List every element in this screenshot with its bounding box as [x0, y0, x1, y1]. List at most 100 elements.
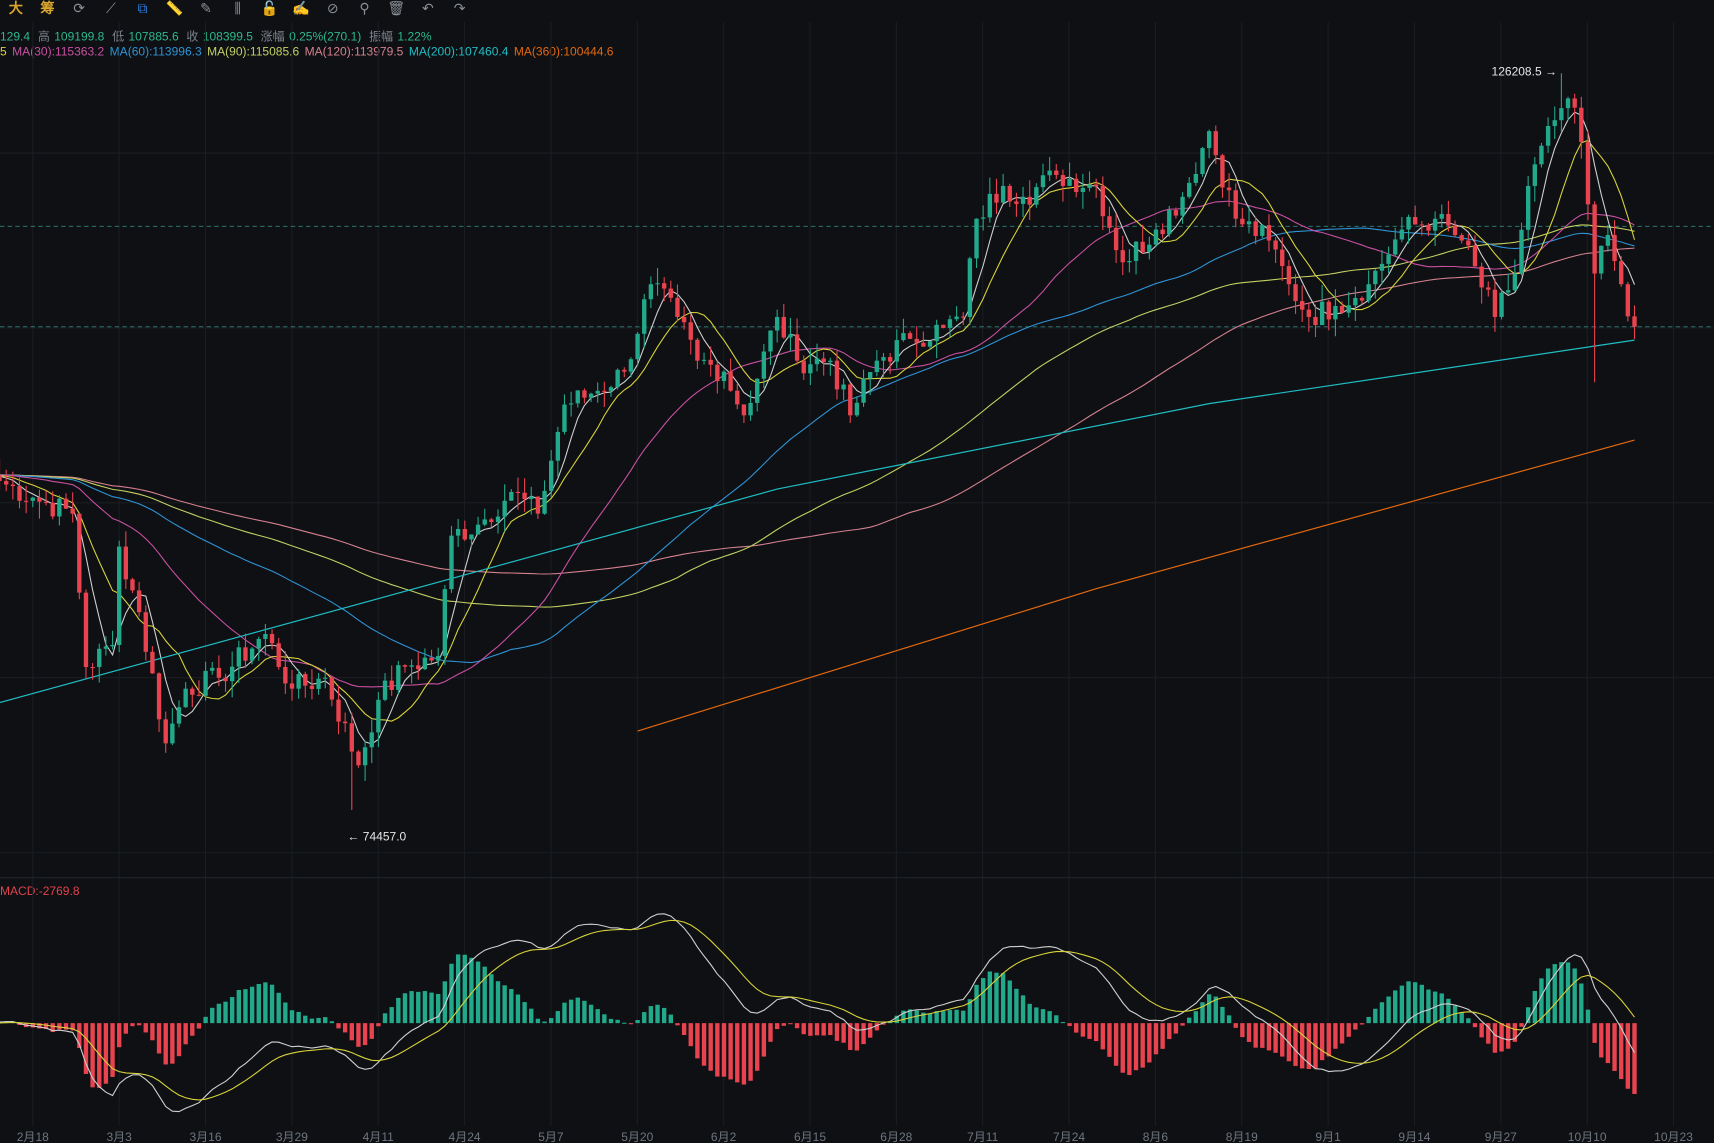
macd-histogram-bar [980, 978, 986, 1024]
macd-histogram-bar [469, 957, 474, 1024]
x-tick-label: 3月3 [106, 1130, 132, 1143]
candle [721, 371, 727, 382]
chip-distribution-icon[interactable]: 筹 [40, 0, 55, 17]
macd-histogram-bar [1359, 1023, 1365, 1025]
macd-histogram-bar [588, 1004, 594, 1024]
magnet-copy-icon[interactable]: ⧉ [137, 0, 148, 17]
candle [389, 680, 394, 690]
candle [907, 333, 913, 339]
candle [1266, 225, 1272, 241]
macd-histogram-bar [615, 1019, 620, 1024]
x-tick-label: 5月20 [621, 1130, 653, 1143]
candle [289, 683, 295, 689]
candle [1353, 297, 1358, 306]
candle [755, 378, 760, 403]
candle [50, 502, 55, 517]
macd-histogram-bar [1246, 1023, 1252, 1042]
redo-icon[interactable]: ↷ [453, 0, 466, 17]
filter-icon[interactable]: ⚲ [359, 0, 370, 17]
candle [974, 218, 979, 259]
min-price-label: ← 74457.0 [347, 830, 406, 844]
macd-histogram-bar [1226, 1015, 1232, 1024]
macd-histogram-bar [595, 1009, 600, 1024]
candle [1147, 244, 1152, 252]
macd-histogram-bar [828, 1023, 833, 1036]
unlock-icon[interactable]: 🔓 [260, 0, 279, 17]
ruler-icon[interactable]: 📏 [165, 0, 184, 17]
macd-histogram-bar [462, 954, 467, 1024]
candle [416, 665, 421, 670]
candle [522, 492, 527, 500]
macd-histogram-bar [701, 1023, 707, 1066]
large-text-icon[interactable]: 大 [8, 0, 23, 17]
candle [269, 634, 275, 644]
macd-histogram-bar [735, 1023, 740, 1083]
candle [1040, 175, 1046, 188]
macd-histogram-bar [1452, 1005, 1458, 1024]
macd-histogram-bar [163, 1023, 168, 1065]
candle [342, 721, 348, 724]
candle [37, 497, 42, 502]
candle [868, 372, 873, 379]
macd-histogram-bar [1632, 1023, 1637, 1094]
ma200-line [0, 339, 1635, 704]
candle [183, 688, 188, 708]
candle [1047, 170, 1052, 176]
candle [1532, 164, 1537, 186]
candle [582, 390, 587, 398]
macd-histogram-bar [1080, 1023, 1086, 1037]
fibonacci-icon[interactable]: ⫼ [234, 0, 242, 17]
macd-histogram-bar [841, 1023, 846, 1043]
candle [1393, 239, 1398, 255]
undo-icon[interactable]: ↶ [421, 0, 434, 17]
macd-histogram-bar [1000, 973, 1006, 1024]
macd-histogram-bar [1319, 1023, 1325, 1061]
ma-legend-item: MA(60):113996.3 [109, 45, 202, 60]
candle [695, 339, 700, 361]
trendline-icon[interactable]: ⟋ [105, 0, 116, 17]
candle [1300, 301, 1305, 310]
macd-histogram-bar [708, 1023, 713, 1071]
macd-histogram-bar [568, 999, 574, 1024]
candle [1492, 289, 1498, 317]
macd-histogram-bar [927, 1013, 933, 1024]
x-tick-label: 3月29 [276, 1130, 308, 1143]
candle [701, 359, 707, 361]
candle [396, 665, 401, 690]
candle [1160, 229, 1165, 235]
macd-histogram-bar [535, 1018, 541, 1024]
macd-histogram-bar [1306, 1023, 1312, 1070]
candle [548, 460, 554, 491]
refresh-icon[interactable]: ⟳ [73, 0, 86, 17]
macd-histogram-bar [1193, 1011, 1199, 1024]
candle [774, 316, 780, 331]
magnet-icon[interactable]: ⊘ [326, 0, 339, 17]
macd-histogram-bar [1346, 1023, 1351, 1037]
candle [841, 384, 846, 390]
macd-histogram-bar [848, 1023, 853, 1050]
amplitude-label: 振幅 [368, 30, 394, 44]
ma90-line [0, 224, 1635, 608]
candle [1386, 254, 1391, 264]
candle [1067, 178, 1072, 186]
trash-icon[interactable]: 🗑 [387, 0, 406, 17]
macd-histogram-bar [442, 981, 448, 1024]
macd-histogram-bar [57, 1023, 62, 1030]
candle [1060, 175, 1066, 186]
candle [422, 657, 428, 670]
macd-histogram-bar [854, 1023, 860, 1051]
macd-histogram-bar [1399, 985, 1405, 1024]
candle [980, 217, 986, 219]
macd-histogram-bar [1233, 1023, 1238, 1028]
macd-histogram-bar [1605, 1023, 1611, 1064]
macd-histogram-bar [941, 1011, 946, 1024]
edit-note-icon[interactable]: ✍ [292, 0, 310, 17]
macd-histogram-bar [1253, 1023, 1258, 1048]
candle [887, 357, 893, 362]
pen-icon[interactable]: ✎ [200, 0, 213, 17]
candle [216, 667, 222, 678]
candle [1326, 301, 1331, 320]
macd-histogram-bar [515, 994, 521, 1024]
